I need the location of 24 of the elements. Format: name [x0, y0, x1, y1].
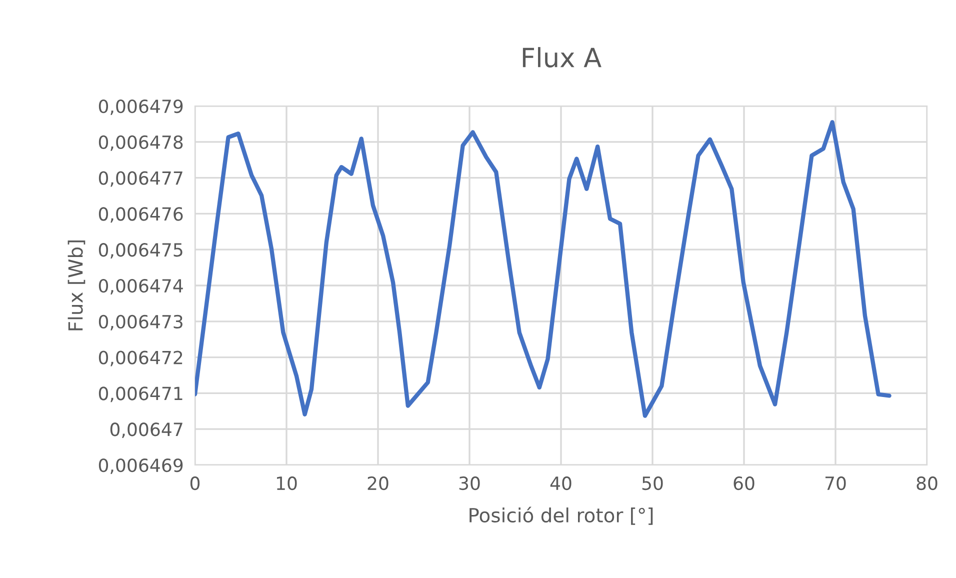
y-tick-label: 0,006475 — [98, 243, 182, 259]
x-tick-label: 60 — [734, 476, 754, 490]
y-tick-label: 0,006473 — [98, 314, 182, 330]
y-tick-label: 0,006478 — [98, 135, 183, 151]
x-tick-label: 30 — [459, 476, 480, 490]
x-tick-label: 20 — [368, 476, 388, 490]
y-tick-label: 0,006471 — [98, 386, 182, 402]
x-axis-title: Posició del rotor [°] — [470, 506, 653, 525]
x-tick-label: 70 — [825, 476, 846, 490]
chart-title: Flux A — [522, 47, 602, 68]
x-tick-label: 50 — [642, 476, 663, 490]
y-tick-label: 0,006472 — [98, 350, 182, 366]
y-tick-label: 0,006479 — [98, 99, 183, 115]
x-tick-label: 10 — [276, 476, 297, 490]
line-series — [195, 120, 892, 418]
y-axis-title: Flux [Wb] — [68, 240, 86, 330]
x-tick-label: 40 — [550, 476, 572, 490]
y-tick-label: 0,006474 — [98, 278, 183, 294]
y-tick-label: 0,006469 — [98, 458, 183, 474]
y-tick-label: 0,006477 — [98, 171, 182, 187]
x-tick-label: 80 — [916, 476, 938, 490]
y-tick-label: 0,00647 — [110, 422, 182, 438]
y-tick-label: 0,006476 — [98, 207, 183, 223]
x-tick-label: 0 — [190, 476, 200, 490]
